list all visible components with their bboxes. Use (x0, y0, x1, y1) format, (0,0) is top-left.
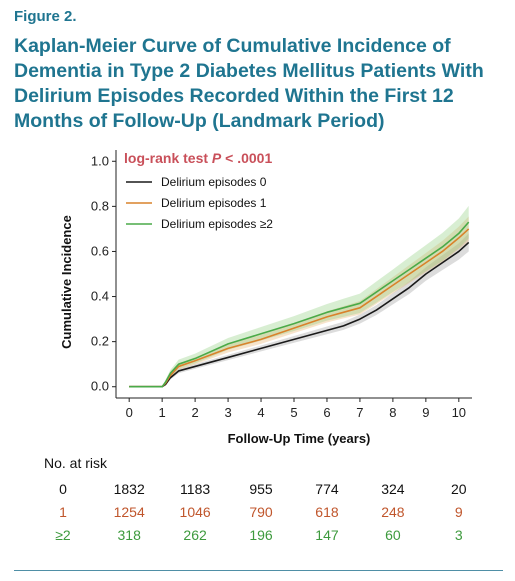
risk-table-title: No. at risk (44, 455, 108, 471)
risk-row-label: ≥2 (55, 527, 71, 543)
risk-count: 1183 (180, 481, 210, 497)
risk-count: 318 (118, 527, 142, 543)
risk-count: 1046 (180, 504, 211, 520)
x-tick-label: 4 (257, 405, 264, 420)
y-tick-label: 0.2 (91, 334, 109, 349)
x-tick-label: 9 (422, 405, 429, 420)
logrank-annotation: log-rank test P < .0001 (124, 150, 272, 166)
x-tick-label: 5 (290, 405, 297, 420)
x-tick-label: 0 (126, 405, 133, 420)
figure-title: Kaplan-Meier Curve of Cumulative Inciden… (14, 35, 484, 132)
y-tick-label: 0.0 (91, 379, 109, 394)
y-tick-label: 0.4 (91, 289, 109, 304)
risk-count: 324 (381, 481, 405, 497)
risk-row-label: 1 (59, 504, 67, 520)
x-axis-label: Follow-Up Time (years) (228, 431, 371, 446)
risk-count: 20 (451, 481, 467, 497)
y-tick-label: 1.0 (91, 153, 109, 168)
legend-label-2: Delirium episodes ≥2 (161, 217, 273, 231)
x-tick-label: 3 (224, 405, 231, 420)
x-tick-label: 10 (452, 405, 466, 420)
legend-label-0: Delirium episodes 0 (161, 175, 267, 189)
risk-count: 3 (455, 527, 463, 543)
risk-count: 955 (249, 481, 273, 497)
x-tick-label: 8 (389, 405, 396, 420)
series-0-curve (129, 241, 470, 388)
risk-count: 196 (249, 527, 273, 543)
risk-count: 774 (315, 481, 339, 497)
y-axis-label: Cumulative Incidence (59, 215, 74, 349)
series-2-ci-band (129, 205, 469, 387)
risk-count: 9 (455, 504, 463, 520)
risk-count: 1832 (114, 481, 145, 497)
risk-count: 618 (315, 504, 339, 520)
legend-label-1: Delirium episodes 1 (161, 196, 267, 210)
risk-count: 147 (315, 527, 339, 543)
y-tick-label: 0.8 (91, 198, 109, 213)
x-tick-label: 6 (323, 405, 330, 420)
series-1-curve (129, 228, 470, 388)
x-tick-label: 2 (191, 405, 198, 420)
bottom-rule (14, 570, 503, 571)
risk-count: 262 (183, 527, 207, 543)
risk-count: 1254 (114, 504, 145, 520)
figure-label: Figure 2. (14, 8, 77, 25)
x-tick-label: 1 (159, 405, 166, 420)
risk-count: 60 (385, 527, 401, 543)
y-tick-label: 0.6 (91, 243, 109, 258)
risk-row-label: 0 (59, 481, 67, 497)
risk-count: 790 (249, 504, 273, 520)
x-tick-label: 7 (356, 405, 363, 420)
series-2-curve (129, 221, 470, 388)
risk-count: 248 (381, 504, 405, 520)
